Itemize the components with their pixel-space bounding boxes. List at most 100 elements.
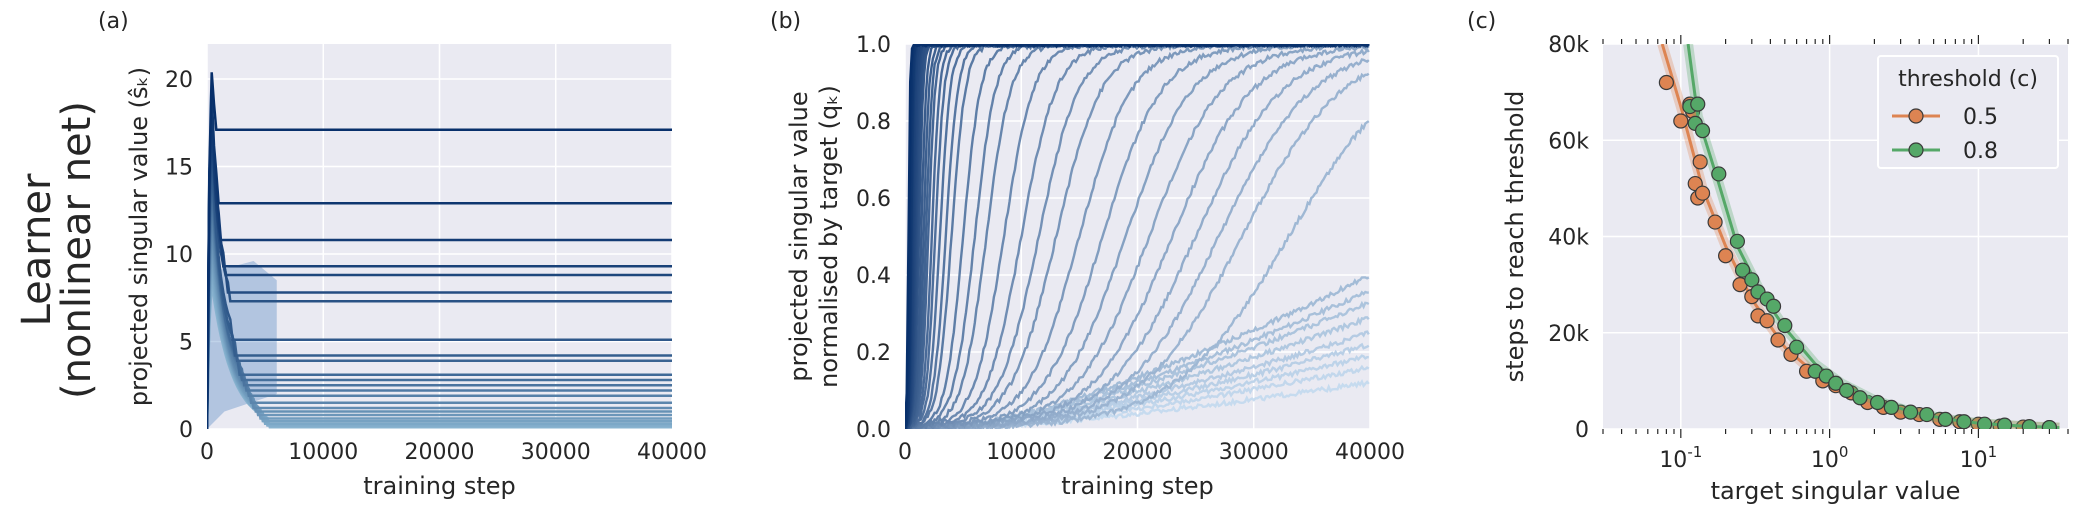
panel-b-xtick-label: 30000 xyxy=(1219,440,1289,465)
panel-c-data-point xyxy=(1770,332,1786,348)
panel-b-series-line xyxy=(905,44,1370,427)
panel-a-series-line xyxy=(207,219,672,429)
panel-c-data-point xyxy=(1673,113,1689,129)
panel-b-ytick-label: 0.8 xyxy=(856,110,891,135)
panel-c-data-point xyxy=(1976,416,1993,429)
panel-c-data-point xyxy=(1852,390,1868,406)
panel-c-data-point xyxy=(1744,272,1760,288)
row-label-line-2: (nonlinear net) xyxy=(54,101,100,399)
panel-a-series-line xyxy=(207,228,672,429)
panel-c-data-point xyxy=(1997,417,2013,429)
panel-c-data-point xyxy=(1838,382,1855,399)
panel-a-ytick-label: 15 xyxy=(165,156,193,181)
panel-c-legend-swatch-marker xyxy=(1908,142,1924,158)
panel-a-series-group xyxy=(207,72,672,429)
panel-c-series-group xyxy=(1657,44,2060,429)
panel-a-series-line xyxy=(207,132,672,429)
panel-b-label: (b) xyxy=(770,9,801,34)
panel-c-data-point xyxy=(1919,406,1935,423)
panel-b-series-line xyxy=(905,44,1370,429)
panel-a: 0 10000 20000 30000 40000 0 5 10 15 20 training st… xyxy=(98,9,707,500)
panel-a-series-line xyxy=(207,210,672,429)
panel-c-xlabel: target singular value xyxy=(1711,477,1961,505)
panel-a-series-line xyxy=(207,144,672,429)
panel-c-legend-title: threshold (c) xyxy=(1898,67,2038,92)
panel-c-data-point xyxy=(1828,375,1844,391)
panel-c-ytick-label: 20k xyxy=(1548,322,1589,347)
panel-a-label: (a) xyxy=(98,9,129,34)
panel-c-data-point xyxy=(1694,123,1711,139)
panel-c-legend-entry: 0.8 xyxy=(1963,139,1998,164)
panel-c-ytick-label: 80k xyxy=(1548,33,1589,58)
panel-a-xtick-label: 20000 xyxy=(405,440,475,465)
panel-b-ytick-label: 1.0 xyxy=(856,33,891,58)
row-label-line-1: Learner xyxy=(14,173,60,326)
panel-a-series-line xyxy=(207,125,672,429)
panel-a-ytick-label: 20 xyxy=(165,68,193,93)
panel-a-xtick-label: 40000 xyxy=(637,440,707,465)
panel-c-data-point xyxy=(1692,154,1708,170)
panel-c: 10-1 100 101 0 20k 40k 60k 80k target singular v… xyxy=(1467,9,2069,505)
panel-a-series-line xyxy=(207,159,672,429)
panel-c-data-point xyxy=(2021,418,2037,429)
panel-b-xtick-label: 40000 xyxy=(1335,440,1405,465)
panel-c-data-point xyxy=(1729,233,1745,249)
panel-a-series-line xyxy=(207,94,672,429)
panel-a-series-line xyxy=(207,112,672,429)
panel-b-ytick-label: 0.6 xyxy=(856,187,891,212)
panel-c-ytick-label: 0 xyxy=(1575,418,1589,443)
panel-c-ytick-label: 60k xyxy=(1548,129,1589,154)
panel-c-data-point xyxy=(2041,419,2058,429)
panel-a-series-line xyxy=(207,201,672,429)
panel-c-data-point xyxy=(1759,313,1775,329)
panel-a-series-line xyxy=(207,193,672,429)
panel-a-series-line xyxy=(207,255,672,429)
panel-b-series-line xyxy=(905,44,1369,429)
panel-c-legend-box xyxy=(1877,55,2059,169)
panel-a-xtick-label: 0 xyxy=(200,440,214,465)
panel-b-ytick-label: 0.2 xyxy=(856,341,891,366)
panel-b-series-group xyxy=(905,44,1370,429)
panel-a-series-line xyxy=(207,168,672,429)
panel-b-series-line xyxy=(905,44,1370,429)
panel-a-xlabel: training step xyxy=(363,472,516,500)
panel-a-series-line xyxy=(207,237,672,429)
panel-a-xtick-label: 10000 xyxy=(288,440,358,465)
panel-b-xtick-label: 20000 xyxy=(1103,440,1173,465)
panel-a-series-line xyxy=(207,118,672,429)
panel-b: 0 10000 20000 30000 40000 0.0 0.2 0.4 0.6 0.8 1.0 t… xyxy=(770,9,1405,500)
panel-c-data-point xyxy=(1765,298,1782,314)
panel-c-legend: threshold (c) 0.5 0.8 xyxy=(1877,55,2059,169)
panel-c-xtick-label: 100 xyxy=(1811,443,1849,473)
panel-a-series-line xyxy=(207,104,672,429)
panel-c-data-point xyxy=(1902,404,1919,420)
panel-a-series-line xyxy=(207,274,672,429)
panel-a-series-line xyxy=(207,72,672,429)
panel-c-data-point xyxy=(1956,414,1972,429)
panel-b-xlabel: training step xyxy=(1061,472,1214,500)
panel-b-xtick-label: 0 xyxy=(898,440,912,465)
panel-c-ylabel: steps to reach threshold xyxy=(1501,91,1529,383)
panel-b-ylabel-line-1: projected singular value xyxy=(785,91,813,381)
panel-c-data-point xyxy=(1734,262,1751,278)
panel-c-data-point xyxy=(1707,214,1723,230)
panel-a-series-line xyxy=(207,264,672,429)
panel-a-ytick-label: 0 xyxy=(179,418,193,443)
panel-c-data-point xyxy=(1869,394,1886,411)
panel-c-data-point xyxy=(1937,411,1954,427)
panel-b-ylabel-line-2: normalised by target (qₖ) xyxy=(815,85,843,388)
panel-c-data-point xyxy=(1777,317,1793,334)
panel-a-xtick-label: 30000 xyxy=(521,440,591,465)
panel-c-xtick-label: 10-1 xyxy=(1659,443,1702,473)
panel-c-data-point xyxy=(1694,185,1711,201)
panel-c-data-point xyxy=(1658,74,1674,91)
panel-c-label: (c) xyxy=(1467,9,1496,34)
panel-c-legend-entry: 0.5 xyxy=(1963,105,1998,130)
panel-a-ytick-label: 10 xyxy=(165,243,193,268)
row-label: Learner (nonlinear net) xyxy=(0,0,110,430)
panel-b-ytick-label: 0.0 xyxy=(856,418,891,443)
panel-c-data-point xyxy=(1883,399,1899,415)
panel-c-data-point xyxy=(1717,248,1734,264)
panel-c-data-point xyxy=(1690,96,1706,112)
